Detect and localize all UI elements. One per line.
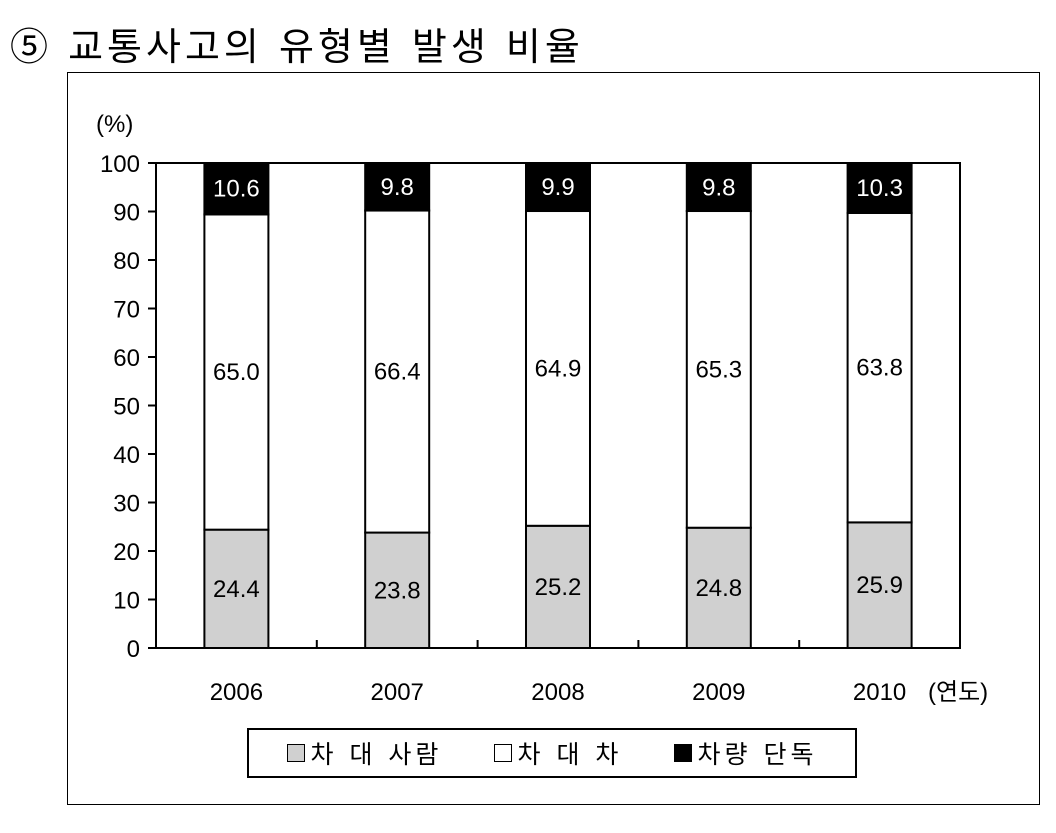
y-tick-label: 90	[113, 200, 140, 227]
x-tick-label: 2006	[210, 679, 263, 706]
legend-item-single-vehicle: 차량 단독	[673, 735, 818, 771]
legend: 차 대 사람 차 대 차 차량 단독	[247, 728, 857, 778]
data-label: 10.3	[856, 175, 903, 202]
y-axis-label: (%)	[96, 111, 133, 138]
y-tick-label: 0	[127, 636, 140, 663]
y-tick-label: 30	[113, 491, 140, 518]
y-tick-label: 20	[113, 539, 140, 566]
bar-segment-single-vehicle	[525, 162, 591, 213]
data-label: 65.0	[213, 359, 260, 386]
bar-segment-single-vehicle	[364, 162, 431, 212]
x-tick-label: 2008	[531, 679, 584, 706]
bar-segment-car-to-car	[525, 210, 591, 527]
data-label: 10.6	[213, 176, 260, 203]
x-tick-label: 2010	[853, 679, 906, 706]
data-label: 65.3	[695, 356, 742, 383]
data-label: 9.8	[381, 174, 414, 201]
bar-segment-single-vehicle	[846, 162, 913, 214]
data-label: 66.4	[374, 359, 421, 386]
chart-title: ⑤ 교통사고의 유형별 발생 비율	[10, 25, 584, 69]
bar-segment-single-vehicle	[685, 162, 752, 213]
legend-label-car-to-car: 차 대 차	[517, 740, 623, 769]
data-label: 25.9	[856, 572, 903, 599]
bar-segment-car-to-car	[364, 209, 431, 534]
y-tick-label: 50	[113, 394, 140, 421]
y-tick-label: 60	[113, 345, 140, 372]
data-label: 63.8	[856, 355, 903, 382]
bar-segment-car-to-person	[846, 521, 913, 650]
y-tick-label: 100	[100, 151, 140, 178]
chart-frame	[67, 72, 1040, 805]
data-label: 25.2	[535, 574, 582, 601]
legend-label-single-vehicle: 차량 단독	[697, 740, 818, 769]
data-label: 9.8	[702, 174, 735, 201]
x-axis-label: (연도)	[928, 679, 988, 706]
legend-swatch-car-to-car	[493, 744, 512, 762]
bar-segment-car-to-car	[846, 211, 913, 524]
y-tick-label: 70	[113, 297, 140, 324]
x-tick-label: 2007	[371, 679, 424, 706]
data-label: 9.9	[541, 174, 574, 201]
data-label: 24.4	[213, 576, 260, 603]
bar-segment-car-to-person	[364, 531, 431, 650]
data-label: 23.8	[374, 577, 421, 604]
bar-segment-single-vehicle	[203, 162, 270, 216]
y-tick-label: 10	[113, 588, 140, 615]
bar-segment-car-to-person	[685, 526, 752, 649]
data-label: 24.8	[695, 575, 742, 602]
legend-swatch-car-to-person	[286, 744, 305, 762]
y-tick-label: 40	[113, 442, 140, 469]
legend-label-car-to-person: 차 대 사람	[310, 740, 443, 769]
legend-item-car-to-car: 차 대 차	[493, 735, 623, 771]
data-label: 64.9	[535, 355, 582, 382]
legend-item-car-to-person: 차 대 사람	[286, 735, 443, 771]
x-tick-label: 2009	[692, 679, 745, 706]
bar-segment-car-to-car	[685, 210, 752, 529]
legend-swatch-single-vehicle	[673, 744, 692, 762]
y-tick-label: 80	[113, 248, 140, 275]
